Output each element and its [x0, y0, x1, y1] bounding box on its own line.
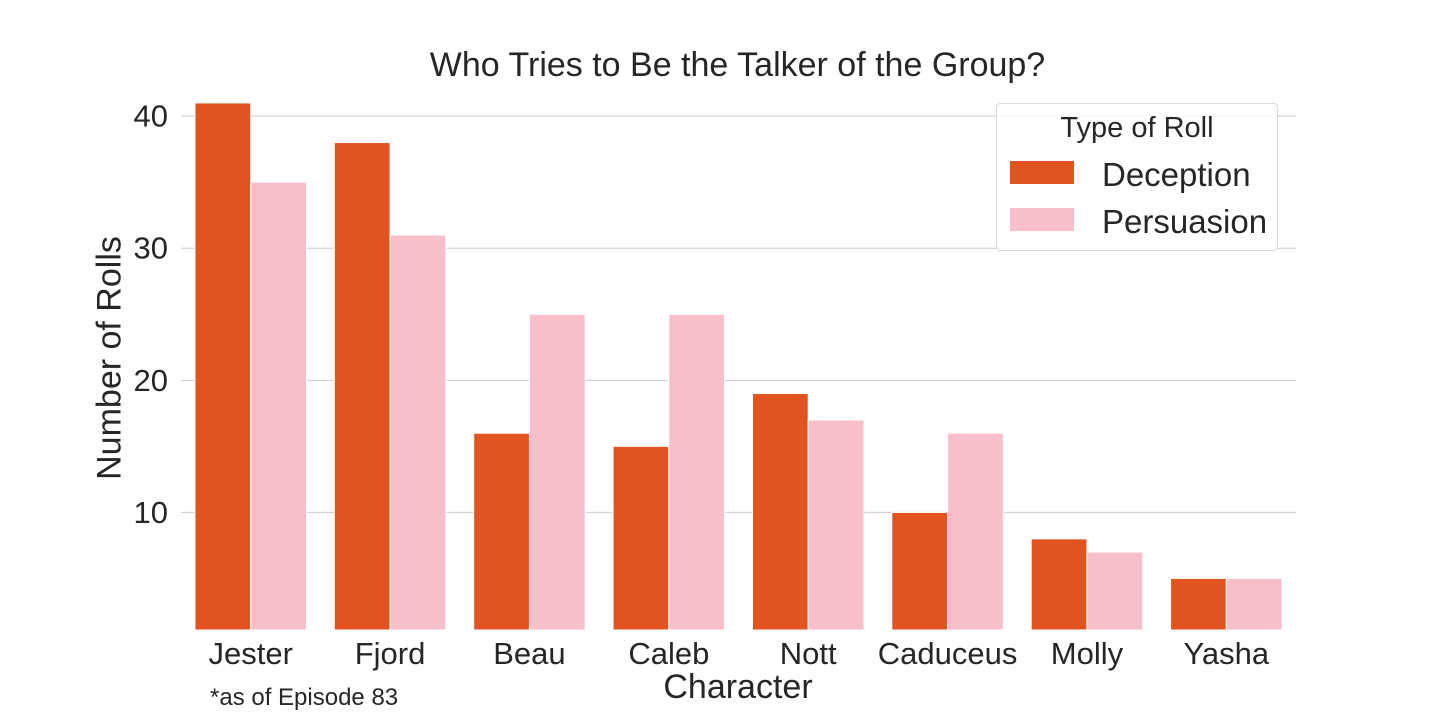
- y-tick-label-10: 10: [134, 495, 168, 530]
- legend-swatch-persuasion: [1010, 208, 1074, 231]
- bar-deception-fjord: [333, 142, 391, 631]
- y-axis-ticks: 10 20 30 40: [134, 99, 168, 530]
- x-tick-label-fjord: Fjord: [355, 636, 426, 671]
- bar-persuasion-nott: [807, 419, 865, 631]
- bar-persuasion-yasha: [1225, 577, 1283, 631]
- x-tick-label-jester: Jester: [208, 636, 292, 671]
- legend-item-deception: Deception: [1010, 156, 1275, 193]
- bar-persuasion-fjord: [389, 234, 447, 631]
- legend-item-persuasion: Persuasion: [1010, 203, 1275, 240]
- bar-deception-yasha: [1170, 577, 1227, 631]
- x-tick-label-caleb: Caleb: [628, 636, 709, 671]
- bar-persuasion-beau: [528, 313, 586, 631]
- y-tick-label-40: 40: [134, 99, 168, 134]
- x-axis-label: Character: [663, 668, 813, 706]
- legend-label-deception: Deception: [1102, 156, 1251, 193]
- bar-persuasion-molly: [1086, 551, 1144, 631]
- bar-deception-molly: [1030, 538, 1088, 631]
- bar-persuasion-caduceus: [947, 432, 1004, 631]
- bar-deception-jester: [194, 102, 252, 631]
- x-tick-label-nott: Nott: [780, 636, 837, 671]
- bar-deception-caduceus: [891, 511, 949, 631]
- x-tick-label-caduceus: Caduceus: [878, 636, 1018, 671]
- legend: Type of Roll Deception Persuasion: [996, 103, 1278, 251]
- legend-label-persuasion: Persuasion: [1102, 203, 1268, 240]
- x-axis-ticks: Jester Fjord Beau Caleb Nott Caduceus Molly Yas…: [208, 636, 1269, 671]
- bar-deception-beau: [473, 432, 530, 631]
- bar-persuasion-jester: [250, 181, 307, 631]
- bar-deception-caleb: [612, 445, 670, 631]
- legend-title: Type of Roll: [1060, 112, 1214, 144]
- x-tick-label-yasha: Yasha: [1184, 636, 1270, 671]
- bar-deception-nott: [751, 393, 809, 631]
- bar-persuasion-caleb: [668, 313, 726, 631]
- y-tick-label-20: 20: [134, 363, 168, 398]
- bars: [194, 102, 1283, 631]
- y-tick-label-30: 30: [134, 231, 168, 266]
- x-tick-label-beau: Beau: [493, 636, 565, 671]
- x-tick-label-molly: Molly: [1051, 636, 1124, 671]
- footnote-annotation: *as of Episode 83: [210, 684, 399, 711]
- chart-title: Who Tries to Be the Talker of the Group?: [429, 46, 1046, 84]
- legend-swatch-deception: [1010, 161, 1074, 184]
